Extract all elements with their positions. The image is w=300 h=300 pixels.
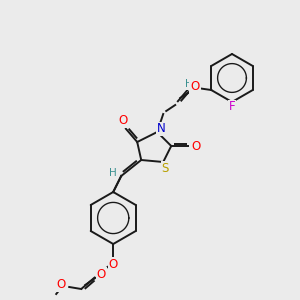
Text: O: O	[57, 278, 66, 292]
Text: S: S	[161, 161, 169, 175]
Text: O: O	[192, 140, 201, 152]
Text: H: H	[109, 168, 117, 178]
Text: O: O	[190, 80, 200, 92]
Text: N: N	[157, 122, 166, 136]
Text: N: N	[190, 82, 199, 95]
Text: F: F	[229, 100, 235, 113]
Text: O: O	[118, 115, 128, 128]
Text: O: O	[97, 268, 106, 281]
Text: H: H	[185, 79, 193, 89]
Text: O: O	[109, 257, 118, 271]
